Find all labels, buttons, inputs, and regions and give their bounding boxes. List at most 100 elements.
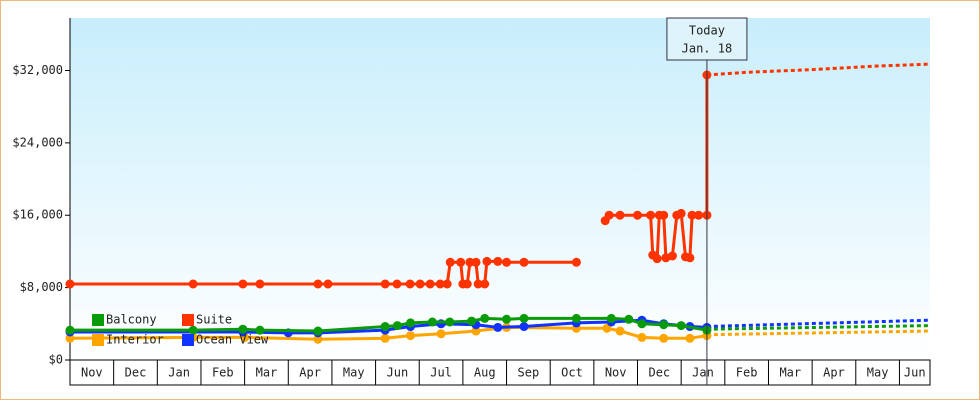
data-point: [255, 325, 265, 335]
series-line: [70, 318, 707, 335]
data-point: [380, 333, 390, 343]
data-point: [65, 279, 75, 289]
legend-label: Ocean View: [196, 333, 269, 347]
x-tick-label: Feb: [212, 366, 234, 380]
data-point: [462, 279, 472, 289]
legend-swatch: [92, 314, 104, 326]
x-tick-label: May: [343, 366, 365, 380]
y-tick-label: $24,000: [12, 135, 63, 149]
data-point: [519, 322, 529, 332]
data-point: [633, 210, 643, 220]
data-point: [685, 333, 695, 343]
legend-swatch: [92, 334, 104, 346]
legend-swatch: [182, 314, 194, 326]
x-tick-label: Nov: [605, 366, 627, 380]
data-point: [467, 316, 477, 326]
x-tick-label: Sep: [518, 366, 540, 380]
data-point: [445, 317, 455, 327]
data-point: [427, 317, 437, 327]
x-tick-label: Jul: [430, 366, 452, 380]
data-point: [615, 326, 625, 336]
data-point: [65, 325, 75, 335]
data-point: [493, 256, 503, 266]
x-tick-label: Dec: [648, 366, 670, 380]
data-point: [188, 325, 198, 335]
data-point: [473, 279, 483, 289]
x-tick-label: Apr: [299, 366, 321, 380]
data-point: [480, 313, 490, 323]
legend-label: Suite: [196, 313, 232, 327]
annotation-box: [666, 17, 748, 61]
x-tick-label: Aug: [474, 366, 496, 380]
x-tick-label: Jan: [692, 366, 714, 380]
plot-area: [70, 18, 930, 360]
data-point: [65, 333, 75, 343]
data-point: [652, 254, 662, 264]
y-tick-label: $0: [49, 353, 63, 367]
data-point: [615, 210, 625, 220]
series-line: [69, 325, 708, 341]
y-tick-label: $8,000: [20, 280, 63, 294]
data-point: [694, 210, 704, 220]
data-point: [676, 321, 686, 331]
annotation-text: Jan. 18: [682, 42, 733, 56]
data-point: [519, 257, 529, 267]
data-point: [425, 279, 435, 289]
data-point: [571, 313, 581, 323]
x-tick-label: May: [867, 366, 889, 380]
forecast-line: [706, 324, 931, 331]
data-point: [624, 314, 634, 324]
data-point: [685, 253, 695, 263]
data-point: [255, 279, 265, 289]
data-point: [380, 279, 390, 289]
data-point: [659, 333, 669, 343]
data-point: [637, 332, 647, 342]
x-tick-label: Mar: [256, 366, 278, 380]
legend-label: Interior: [106, 333, 164, 347]
data-point: [238, 324, 248, 334]
y-tick-label: $16,000: [12, 208, 63, 222]
data-point: [606, 313, 616, 323]
data-point: [519, 313, 529, 323]
data-point: [313, 279, 323, 289]
x-tick-label: Dec: [125, 366, 147, 380]
x-tick-label: Feb: [736, 366, 758, 380]
data-point: [380, 322, 390, 332]
x-tick-label: Jan: [168, 366, 190, 380]
data-point: [313, 334, 323, 344]
data-point: [435, 279, 445, 289]
y-tick-label: $32,000: [12, 63, 63, 77]
data-point: [687, 210, 697, 220]
data-point: [392, 279, 402, 289]
data-point: [480, 279, 490, 289]
x-tick-label: Mar: [779, 366, 801, 380]
data-point: [493, 322, 503, 332]
legend-label: Balcony: [106, 313, 157, 327]
data-point: [406, 331, 416, 341]
data-point: [646, 210, 656, 220]
data-point: [406, 318, 416, 328]
data-point: [442, 279, 452, 289]
x-tick-label: Apr: [823, 366, 845, 380]
x-tick-label: Jun: [387, 366, 409, 380]
data-point: [405, 279, 415, 289]
forecast-line: [706, 62, 931, 77]
data-point: [502, 314, 512, 324]
data-point: [571, 257, 581, 267]
data-point: [659, 210, 669, 220]
legend-swatch: [182, 334, 194, 346]
data-point: [637, 319, 647, 329]
data-point: [676, 208, 686, 218]
data-point: [456, 257, 466, 267]
data-point: [415, 279, 425, 289]
x-tick-label: Nov: [81, 366, 103, 380]
data-point: [502, 257, 512, 267]
data-point: [471, 326, 481, 336]
forecast-line: [706, 329, 931, 337]
data-point: [471, 257, 481, 267]
annotation-text: Today: [689, 24, 725, 38]
data-point: [323, 279, 333, 289]
data-point: [188, 279, 198, 289]
data-point: [313, 326, 323, 336]
